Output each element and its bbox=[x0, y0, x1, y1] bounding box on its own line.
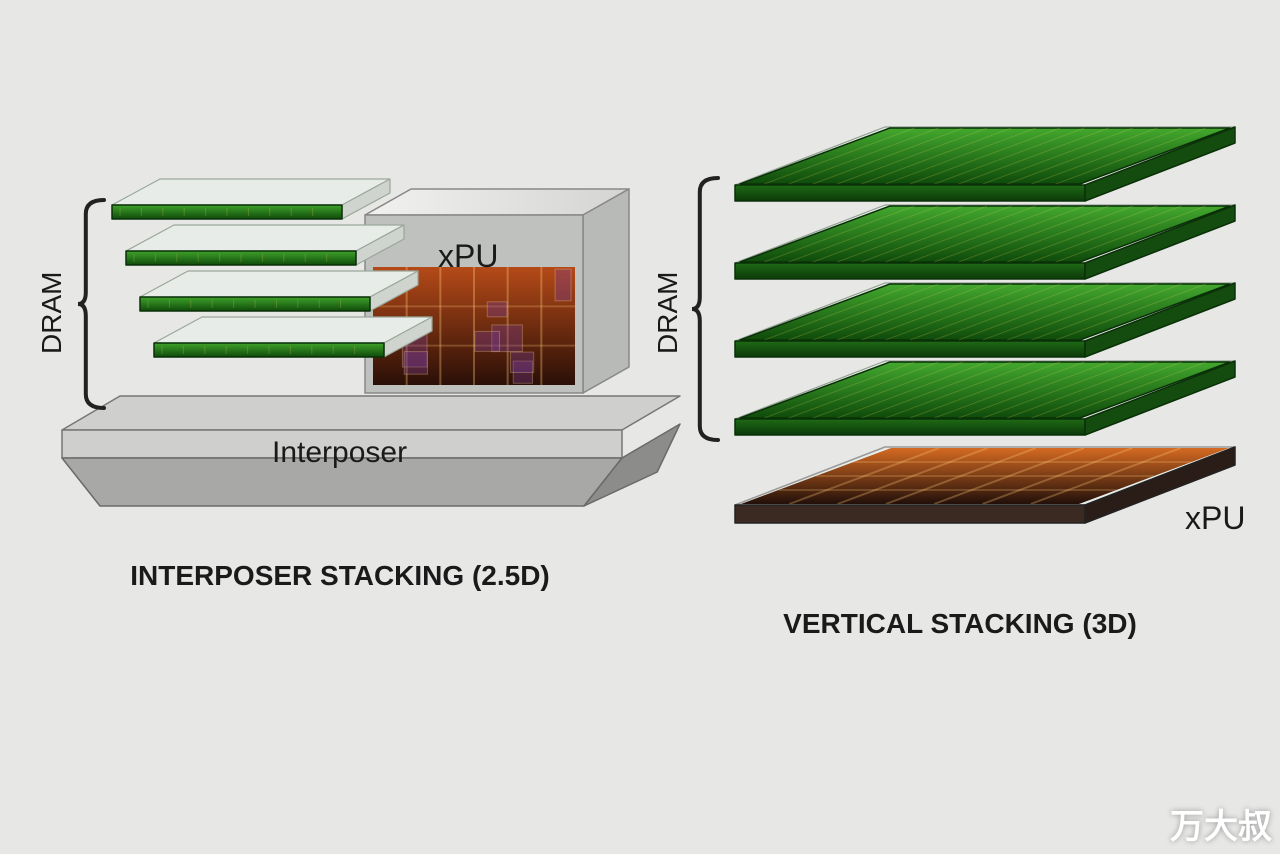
right-caption: VERTICAL STACKING (3D) bbox=[700, 608, 1220, 640]
watermark: 万大叔 bbox=[1170, 799, 1272, 848]
right-xpu-label: xPU bbox=[1185, 500, 1245, 537]
interposer-label: Interposer bbox=[272, 436, 407, 470]
right-dram-label: DRAM bbox=[652, 238, 684, 388]
right-xpu-die bbox=[735, 447, 1235, 523]
diagram-svg bbox=[0, 0, 1280, 854]
right-dram-stack bbox=[735, 127, 1235, 435]
left-caption: INTERPOSER STACKING (2.5D) bbox=[60, 560, 620, 592]
left-xpu-label: xPU bbox=[438, 238, 498, 275]
diagram-canvas: DRAM xPU Interposer INTERPOSER STACKING … bbox=[0, 0, 1280, 854]
left-dram-label: DRAM bbox=[36, 238, 68, 388]
